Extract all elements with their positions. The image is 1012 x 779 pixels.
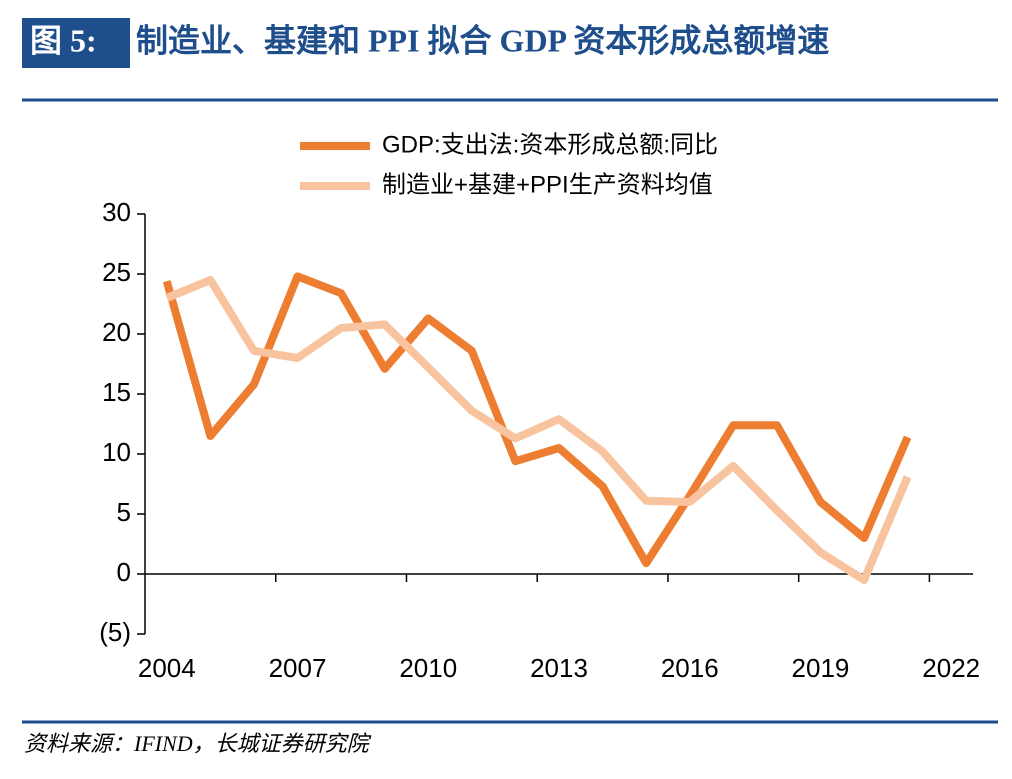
source-note: 资料来源：IFIND，长城证券研究院 bbox=[24, 731, 372, 756]
legend-label: GDP:支出法:资本形成总额:同比 bbox=[382, 131, 718, 158]
y-tick-label: 20 bbox=[102, 317, 131, 347]
series-line bbox=[165, 276, 912, 584]
legend-label: 制造业+基建+PPI生产资料均值 bbox=[382, 171, 713, 198]
y-tick-label: 0 bbox=[117, 557, 131, 587]
x-tick-label: 2019 bbox=[792, 653, 850, 683]
x-tick-label: 2004 bbox=[138, 653, 196, 683]
y-tick-label: 10 bbox=[102, 437, 131, 467]
y-tick-label: 5 bbox=[117, 497, 131, 527]
y-tick-label: 25 bbox=[102, 257, 131, 287]
y-tick-label: (5) bbox=[99, 617, 131, 647]
x-tick-label: 2007 bbox=[269, 653, 327, 683]
series-line bbox=[162, 272, 912, 568]
x-tick-label: 2010 bbox=[399, 653, 457, 683]
x-tick-label: 2016 bbox=[661, 653, 719, 683]
figure-label-box bbox=[22, 18, 130, 68]
y-tick-label: 15 bbox=[102, 377, 131, 407]
figure-label: 图 5: bbox=[30, 22, 97, 58]
y-tick-label: 30 bbox=[102, 197, 131, 227]
chart-title: 制造业、基建和 PPI 拟合 GDP 资本形成总额增速 bbox=[136, 22, 829, 58]
x-tick-label: 2013 bbox=[530, 653, 588, 683]
x-tick-label: 2022 bbox=[922, 653, 980, 683]
